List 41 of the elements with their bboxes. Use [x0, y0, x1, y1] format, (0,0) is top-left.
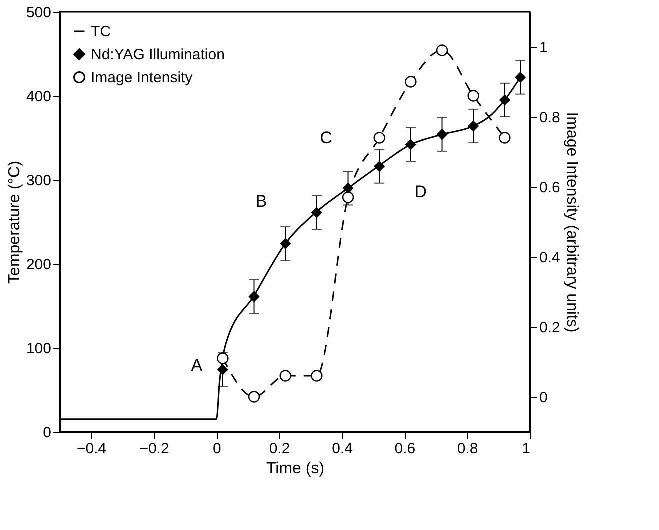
- point: [280, 370, 292, 382]
- point: [374, 132, 386, 144]
- x-tick-label: 0.8: [457, 440, 478, 458]
- point: [342, 192, 354, 204]
- y2-tick-label: 0.2: [540, 320, 560, 336]
- annotation: C: [320, 128, 332, 148]
- y2-tick-label: 0.4: [540, 250, 560, 266]
- x-tick-label: 0: [212, 440, 222, 458]
- point: [405, 76, 417, 88]
- point: [248, 291, 260, 302]
- y2-tick-label: 0: [540, 390, 548, 406]
- x-tick-label: −0.4: [77, 440, 107, 458]
- y2-tick-label: 1: [540, 40, 548, 56]
- y-tick-label: 400: [26, 88, 52, 106]
- point: [468, 90, 480, 102]
- x-tick-label: 0.6: [394, 440, 416, 458]
- legend-label: Nd:YAG Illumination: [91, 46, 225, 64]
- x-tick-label: 0.4: [332, 440, 353, 458]
- y2-tick-label: 0.6: [540, 180, 560, 196]
- annotation: D: [414, 182, 428, 202]
- legend-label: Image Intensity: [91, 70, 194, 86]
- y2-tick-label: 0.8: [540, 110, 560, 126]
- point: [499, 132, 511, 144]
- annotation: A: [191, 356, 204, 375]
- y-tick-label: 500: [26, 4, 52, 22]
- x-axis-title: Time (s): [266, 460, 325, 478]
- y-tick-label: 200: [26, 256, 52, 274]
- annotation: B: [256, 192, 268, 211]
- legend-label: TC: [91, 24, 112, 40]
- y2-axis-title: Image Intensity (arbitrary units): [563, 112, 580, 333]
- x-tick-label: 0.2: [269, 440, 290, 458]
- y-tick-label: 100: [26, 340, 52, 358]
- x-tick-label: −0.2: [140, 440, 170, 458]
- y-tick-label: 0: [43, 424, 52, 442]
- point: [436, 44, 448, 56]
- y-axis-title: Temperature (°C): [6, 161, 24, 284]
- point: [248, 391, 260, 403]
- point: [311, 370, 323, 382]
- point: [217, 352, 229, 364]
- y-tick-label: 300: [26, 172, 52, 190]
- x-tick-label: 1: [522, 440, 530, 458]
